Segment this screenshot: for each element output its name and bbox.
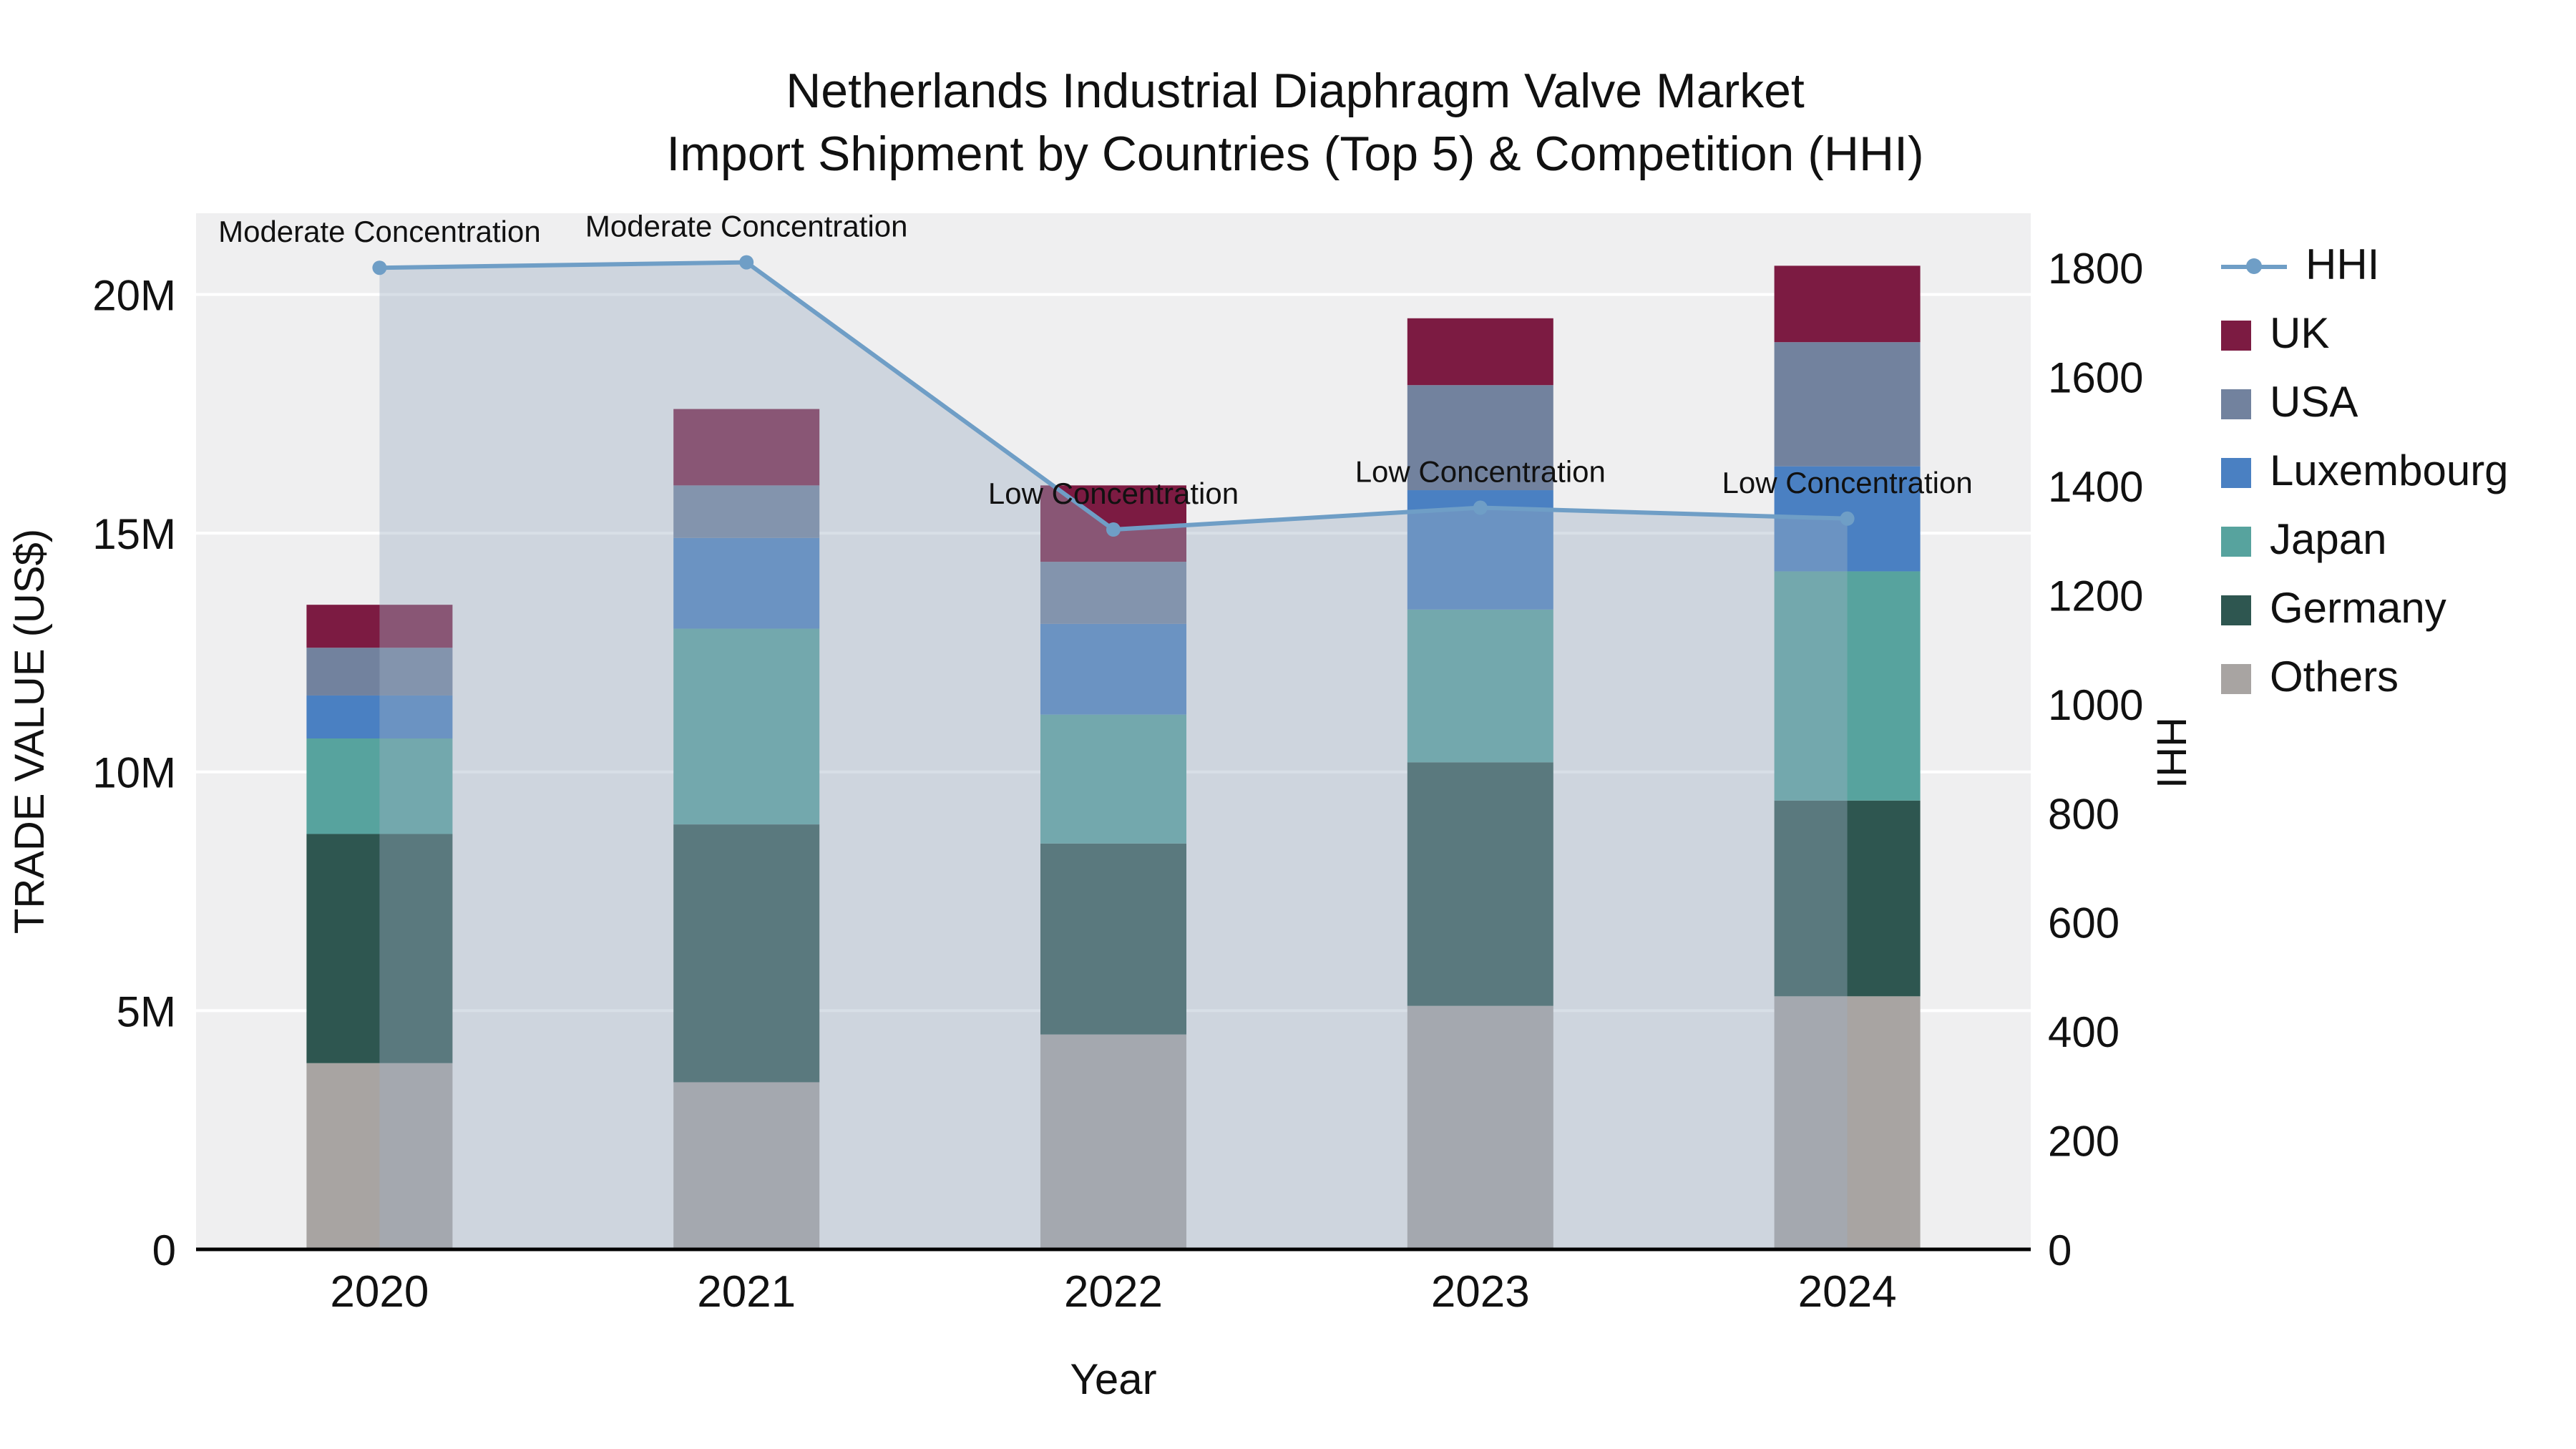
annotation-2023: Low Concentration (1355, 455, 1606, 489)
y-tick-right-1400: 1400 (2048, 463, 2143, 511)
y-axis-title-left: TRADE VALUE (US$) (8, 528, 54, 935)
x-tick-2020: 2020 (330, 1267, 429, 1317)
bar-segment-others-2021 (673, 1082, 820, 1249)
bar-segment-japan-2024 (1774, 571, 1921, 801)
legend-label-hhi: HHI (2306, 242, 2380, 289)
bar-segment-others-2024 (1774, 996, 1921, 1249)
bar-segment-usa-2023 (1407, 385, 1553, 491)
legend-item-luxembourg[interactable]: Luxembourg (2221, 438, 2509, 507)
bar-segment-usa-2021 (673, 485, 820, 538)
bar-segment-germany-2023 (1407, 762, 1553, 1006)
annotation-2024: Low Concentration (1722, 466, 1972, 499)
legend-swatch-japan (2221, 526, 2251, 556)
y-tick-right-1800: 1800 (2048, 245, 2143, 293)
bar-segment-japan-2020 (306, 738, 453, 834)
annotation-2020: Moderate Concentration (218, 215, 541, 248)
legend-label-luxembourg: Luxembourg (2270, 448, 2509, 495)
legend-item-japan[interactable]: Japan (2221, 507, 2509, 575)
chart-title-line2: Import Shipment by Countries (Top 5) & C… (666, 127, 1924, 182)
bar-segment-others-2020 (306, 1063, 453, 1249)
y-tick-right-600: 600 (2048, 899, 2119, 947)
y-tick-left-20M: 20M (92, 271, 176, 319)
bar-segment-germany-2022 (1040, 843, 1186, 1035)
legend-label-usa: USA (2270, 379, 2358, 426)
bar-segment-uk-2023 (1407, 318, 1553, 386)
bar-segment-uk-2020 (306, 605, 453, 648)
legend-label-others: Others (2270, 654, 2399, 701)
annotation-2021: Moderate Concentration (585, 210, 908, 243)
bar-segment-usa-2022 (1040, 562, 1186, 624)
legend-item-others[interactable]: Others (2221, 644, 2509, 713)
legend-item-uk[interactable]: UK (2221, 301, 2509, 369)
bar-segment-uk-2021 (673, 409, 820, 486)
annotation-2022: Low Concentration (988, 477, 1239, 510)
legend-swatch-usa (2221, 389, 2251, 419)
bar-segment-others-2022 (1040, 1034, 1186, 1249)
hhi-marker-2023 (1473, 500, 1488, 515)
y-tick-left-15M: 15M (92, 510, 176, 558)
legend-line-marker (2246, 258, 2262, 274)
y-tick-right-1000: 1000 (2048, 681, 2143, 729)
hhi-marker-2021 (739, 255, 754, 270)
legend: HHI UK USA Luxembourg Japan Germany Others (2221, 232, 2509, 713)
chart-title-line1: Netherlands Industrial Diaphragm Valve M… (786, 64, 1805, 119)
legend-item-usa[interactable]: USA (2221, 369, 2509, 438)
legend-swatch-luxembourg (2221, 457, 2251, 487)
legend-item-germany[interactable]: Germany (2221, 575, 2509, 644)
legend-label-japan: Japan (2270, 517, 2387, 564)
legend-swatch-germany (2221, 595, 2251, 625)
legend-swatch-others (2221, 663, 2251, 693)
bar-segment-luxembourg-2020 (306, 695, 453, 739)
bar-segment-germany-2020 (306, 834, 453, 1063)
x-tick-2021: 2021 (697, 1267, 796, 1317)
y-tick-right-400: 400 (2048, 1008, 2119, 1056)
y-tick-right-1600: 1600 (2048, 354, 2143, 402)
bar-segment-germany-2021 (673, 824, 820, 1083)
y-tick-left-5M: 5M (117, 987, 176, 1035)
bar-segment-germany-2024 (1774, 800, 1921, 997)
y-tick-left-10M: 10M (92, 749, 176, 797)
hhi-marker-2020 (372, 260, 387, 275)
y-tick-left-0: 0 (152, 1226, 176, 1274)
bar-segment-japan-2022 (1040, 714, 1186, 844)
legend-line-swatch-hhi (2221, 258, 2287, 274)
y-tick-right-0: 0 (2048, 1226, 2072, 1274)
hhi-marker-2024 (1840, 511, 1855, 526)
x-tick-2023: 2023 (1431, 1267, 1530, 1317)
bar-segment-luxembourg-2022 (1040, 623, 1186, 715)
legend-label-uk: UK (2270, 311, 2330, 358)
legend-item-hhi[interactable]: HHI (2221, 232, 2509, 301)
x-axis-title: Year (1070, 1357, 1157, 1404)
y-tick-right-200: 200 (2048, 1118, 2119, 1166)
y-axis-title-right: HHI (2147, 717, 2193, 789)
y-tick-right-1200: 1200 (2048, 572, 2143, 620)
bar-segment-usa-2020 (306, 648, 453, 696)
bar-segment-others-2023 (1407, 1005, 1553, 1249)
hhi-marker-2022 (1106, 522, 1121, 537)
bar-segment-japan-2021 (673, 628, 820, 825)
bar-segment-uk-2024 (1774, 265, 1921, 343)
x-tick-2022: 2022 (1064, 1267, 1163, 1317)
y-tick-right-800: 800 (2048, 790, 2119, 838)
x-tick-2024: 2024 (1798, 1267, 1897, 1317)
chart-title: Netherlands Industrial Diaphragm Valve M… (0, 60, 2576, 186)
bar-segment-usa-2024 (1774, 342, 1921, 467)
legend-label-germany: Germany (2270, 585, 2446, 633)
legend-swatch-uk (2221, 320, 2251, 350)
bar-segment-japan-2023 (1407, 609, 1553, 763)
bar-segment-luxembourg-2021 (673, 537, 820, 629)
